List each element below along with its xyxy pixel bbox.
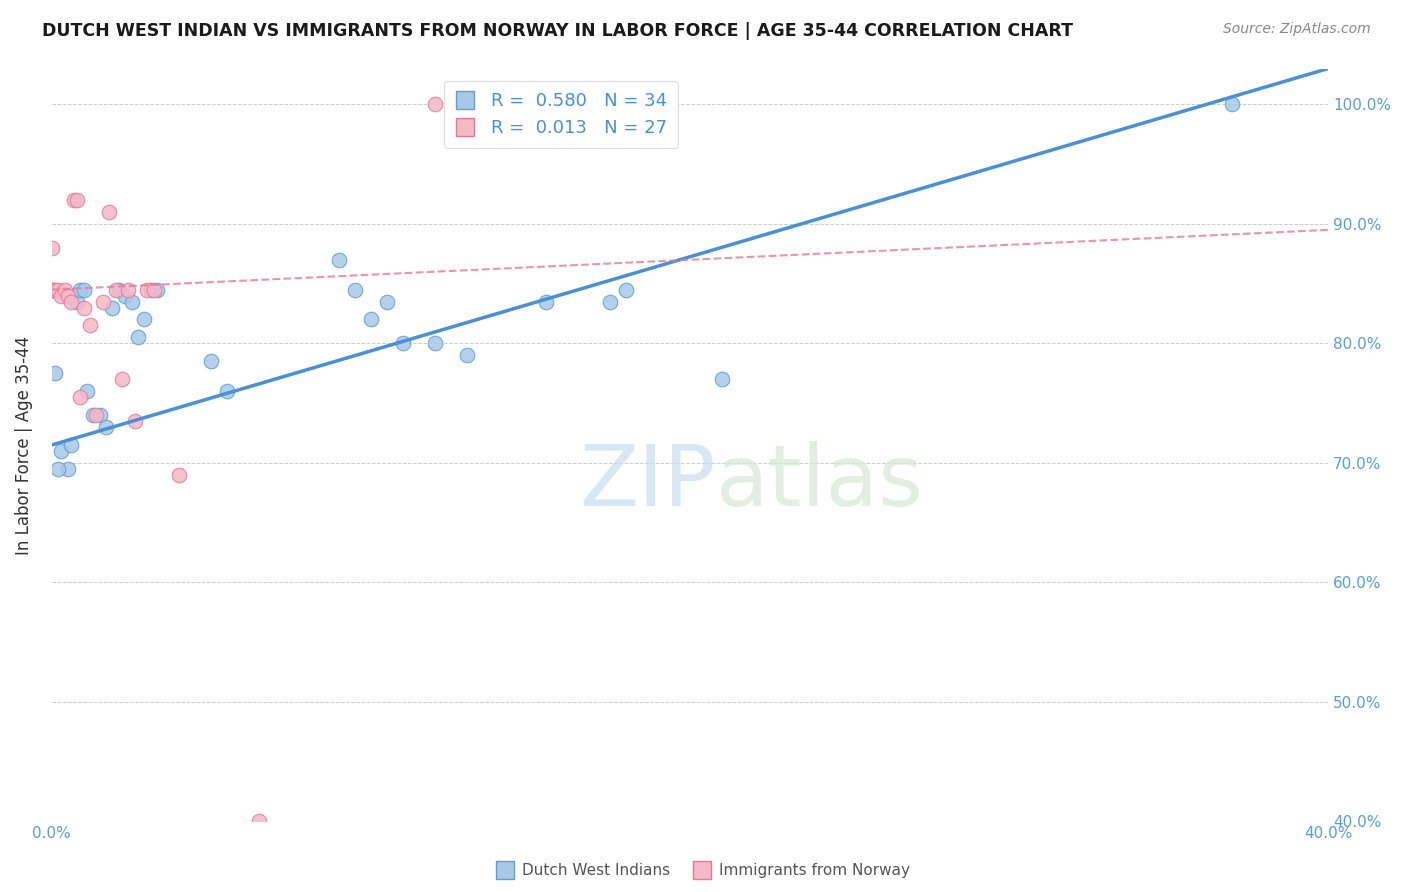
Point — [710, 372, 733, 386]
Point — [117, 283, 139, 297]
Point — [111, 372, 134, 386]
Point — [51, 444, 73, 458]
Text: ZIP: ZIP — [579, 442, 716, 524]
Point — [63, 193, 86, 207]
Text: Source: ZipAtlas.com: Source: ZipAtlas.com — [1223, 22, 1371, 37]
Legend: R =  0.580   N = 34, R =  0.013   N = 27: R = 0.580 N = 34, R = 0.013 N = 27 — [444, 81, 678, 148]
Point — [59, 438, 82, 452]
Point — [73, 301, 96, 315]
Point — [124, 414, 146, 428]
Point — [56, 462, 79, 476]
Point — [89, 408, 111, 422]
Point — [69, 283, 91, 297]
Point — [66, 193, 89, 207]
Point — [41, 283, 63, 297]
Point — [536, 294, 558, 309]
Point — [391, 336, 413, 351]
Point — [328, 252, 350, 267]
Point — [104, 283, 127, 297]
Point — [217, 384, 239, 399]
Point — [127, 330, 149, 344]
Text: DUTCH WEST INDIAN VS IMMIGRANTS FROM NORWAY IN LABOR FORCE | AGE 35-44 CORRELATI: DUTCH WEST INDIAN VS IMMIGRANTS FROM NOR… — [42, 22, 1073, 40]
Point — [41, 283, 63, 297]
Point — [44, 283, 66, 297]
Point — [76, 384, 98, 399]
Point — [41, 283, 63, 297]
Point — [56, 288, 79, 302]
Point — [375, 294, 398, 309]
Point — [107, 283, 129, 297]
Text: atlas: atlas — [716, 442, 924, 524]
Point — [41, 241, 63, 255]
Point — [91, 294, 114, 309]
Point — [114, 288, 136, 302]
Point — [73, 283, 96, 297]
Point — [599, 294, 621, 309]
Point — [360, 312, 382, 326]
Point — [44, 366, 66, 380]
Point — [66, 294, 89, 309]
Point — [456, 348, 478, 362]
Point — [139, 283, 162, 297]
Point — [86, 408, 108, 422]
Point — [146, 283, 169, 297]
Point — [423, 336, 446, 351]
Legend: Dutch West Indians, Immigrants from Norway: Dutch West Indians, Immigrants from Norw… — [489, 857, 917, 884]
Point — [53, 283, 76, 297]
Point — [98, 205, 121, 219]
Point — [423, 97, 446, 112]
Point — [200, 354, 222, 368]
Point — [247, 814, 270, 829]
Point — [1222, 97, 1244, 112]
Y-axis label: In Labor Force | Age 35-44: In Labor Force | Age 35-44 — [15, 335, 32, 555]
Point — [46, 283, 69, 297]
Point — [614, 283, 637, 297]
Point — [169, 467, 191, 482]
Point — [46, 462, 69, 476]
Point — [136, 283, 159, 297]
Point — [69, 390, 91, 404]
Point — [121, 294, 143, 309]
Point — [59, 294, 82, 309]
Point — [82, 408, 104, 422]
Point — [101, 301, 124, 315]
Point — [142, 283, 165, 297]
Point — [79, 318, 101, 333]
Point — [94, 420, 117, 434]
Point — [51, 288, 73, 302]
Point — [343, 283, 366, 297]
Point — [134, 312, 156, 326]
